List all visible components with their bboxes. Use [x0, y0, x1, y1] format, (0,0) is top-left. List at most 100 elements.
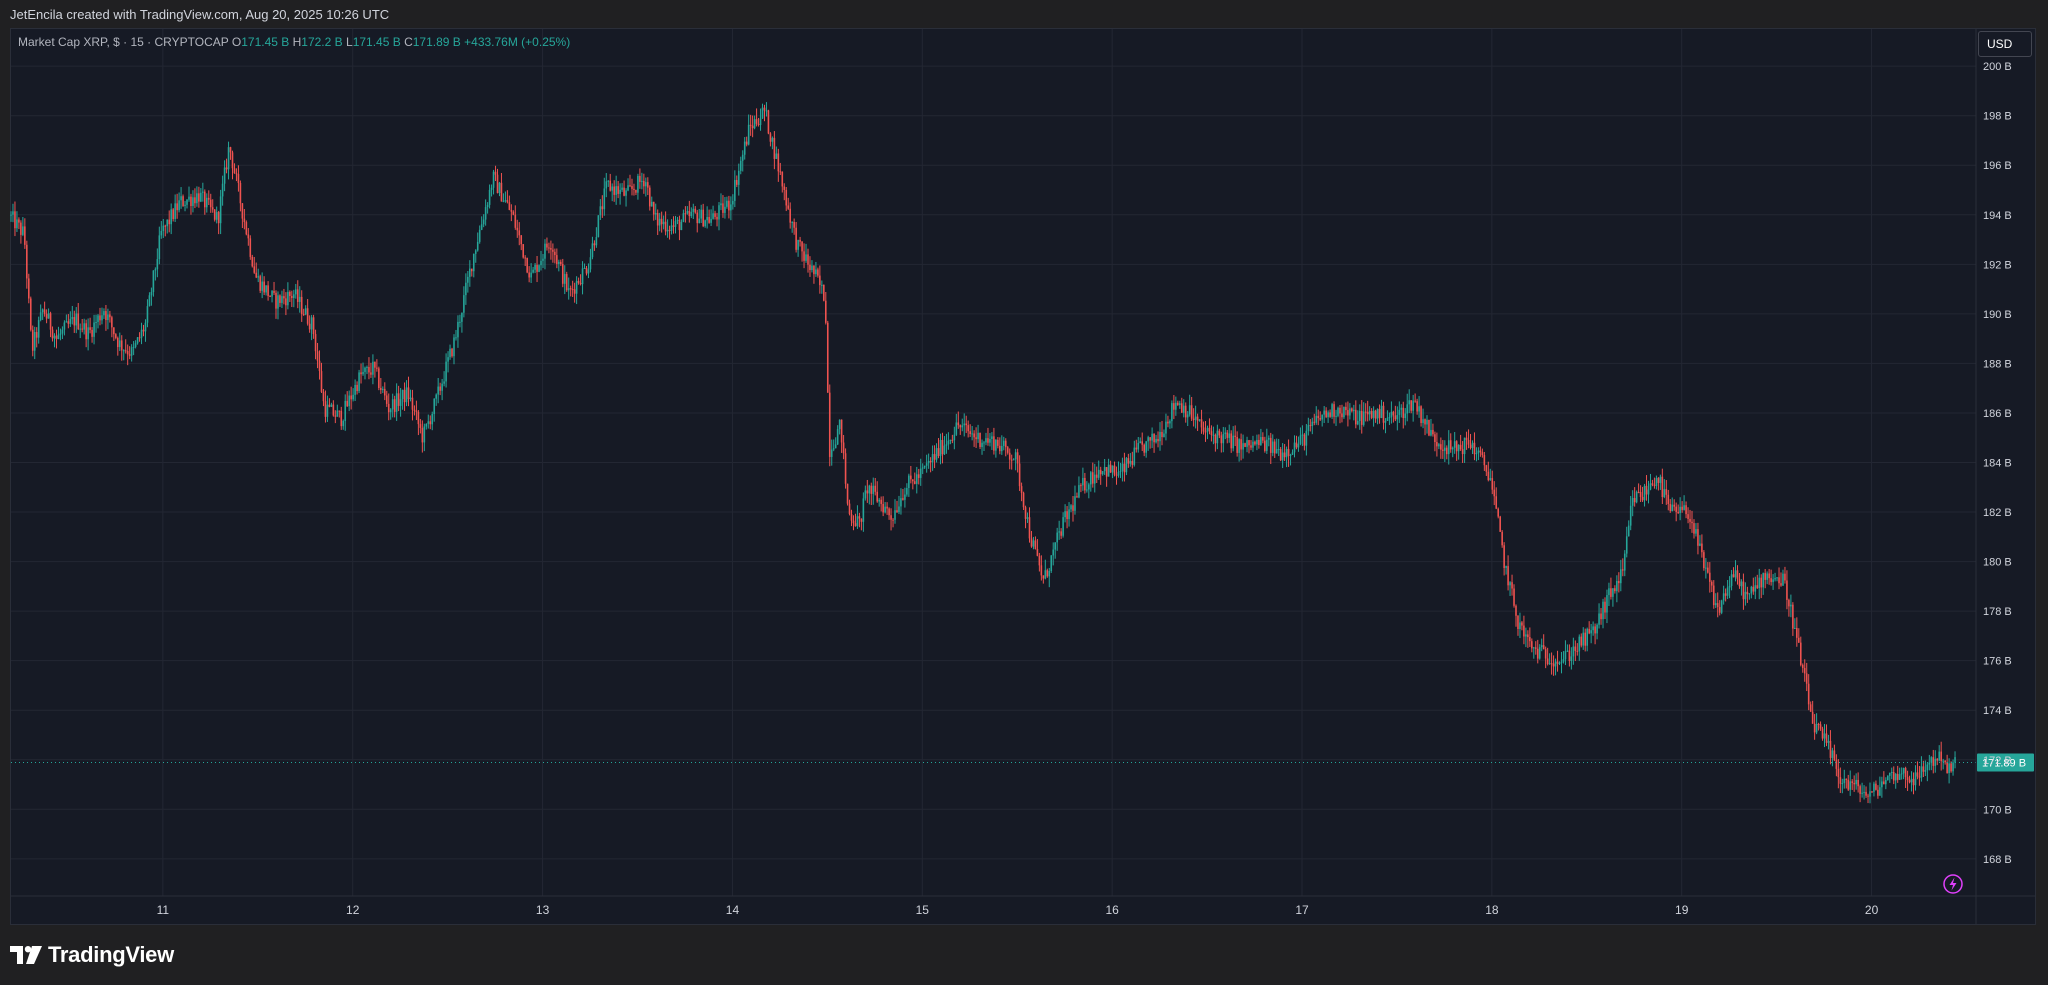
candle: [674, 215, 677, 234]
candle: [1744, 582, 1747, 606]
candle-body: [1368, 411, 1371, 415]
candle: [775, 146, 778, 160]
candle: [1287, 439, 1290, 467]
candle-body: [1604, 601, 1606, 613]
candle: [1574, 640, 1577, 662]
candle-body: [538, 265, 540, 272]
candle-body: [18, 219, 20, 223]
candle-body: [1234, 435, 1236, 437]
candle-body: [688, 210, 691, 217]
candle-body: [1442, 449, 1444, 451]
candle: [330, 402, 333, 407]
candle: [1584, 628, 1587, 652]
candle-body: [686, 210, 689, 214]
candle-body: [817, 269, 819, 276]
candle-body: [508, 202, 511, 210]
chart-frame[interactable]: [10, 28, 2036, 925]
candle: [1762, 572, 1765, 595]
candle: [1738, 572, 1741, 589]
candle: [1014, 448, 1017, 471]
candle-body: [963, 423, 966, 426]
candle: [1519, 612, 1521, 639]
candle-body: [277, 295, 279, 309]
candle: [1380, 399, 1383, 419]
candle: [1026, 512, 1029, 523]
candle-body: [474, 250, 477, 254]
candle-body: [310, 317, 313, 330]
candle: [1740, 579, 1743, 596]
candle-body: [1206, 427, 1209, 432]
candle: [1360, 400, 1363, 434]
tradingview-logo[interactable]: TradingView: [10, 942, 174, 967]
candle: [941, 432, 944, 464]
candle-body: [1459, 444, 1462, 450]
candle-body: [726, 200, 728, 207]
candle-body: [47, 313, 50, 319]
candle: [231, 150, 234, 180]
candle-body: [951, 439, 954, 441]
candle: [389, 408, 392, 420]
candle-body: [342, 420, 345, 427]
icon-layer[interactable]: [1943, 874, 1963, 894]
candle-body: [443, 381, 445, 384]
candle: [943, 436, 946, 456]
candle: [1691, 510, 1693, 533]
candle: [1865, 786, 1867, 798]
candle-body: [346, 400, 349, 407]
candle: [1792, 602, 1794, 636]
candle: [192, 190, 194, 213]
candle: [745, 136, 748, 147]
candle-body: [1315, 415, 1318, 423]
lightning-bolt-circle-icon[interactable]: [1943, 874, 1963, 894]
currency-selector-button[interactable]: USD: [1978, 31, 2032, 57]
candle: [261, 272, 263, 299]
candle: [1689, 509, 1691, 529]
candle-body: [1147, 437, 1149, 442]
candle: [1764, 569, 1766, 589]
candle: [1722, 585, 1725, 605]
candle-body: [1088, 484, 1090, 490]
candle: [1335, 409, 1337, 426]
candle-body: [524, 257, 526, 259]
candle-body: [554, 251, 556, 256]
candle-body: [981, 442, 983, 448]
candle: [947, 432, 950, 450]
candle: [1554, 658, 1557, 676]
candle-body: [1455, 441, 1458, 452]
candle: [372, 354, 374, 385]
candle: [1645, 475, 1648, 501]
candle: [949, 439, 952, 445]
candle: [184, 200, 186, 212]
candle: [1145, 440, 1147, 458]
candle: [826, 320, 829, 393]
candle-body: [445, 361, 447, 382]
candle-body: [1139, 441, 1142, 444]
candle: [1568, 644, 1571, 667]
time-axis-label: 16: [1105, 903, 1119, 917]
candle: [439, 382, 441, 396]
candle-body: [1898, 774, 1901, 780]
candle: [421, 420, 424, 453]
candle: [1859, 784, 1861, 803]
candle-body: [1343, 406, 1345, 418]
candle-body: [1865, 791, 1867, 796]
candle: [969, 424, 971, 437]
candle: [1843, 769, 1846, 789]
candle: [522, 243, 525, 259]
candle-body: [1178, 403, 1181, 405]
candle: [1465, 431, 1468, 450]
candle-body: [736, 180, 738, 185]
candle-body: [552, 249, 554, 252]
candle-body: [164, 225, 167, 227]
candle: [1034, 536, 1037, 550]
candle: [785, 187, 788, 212]
candle: [1147, 435, 1149, 451]
candle: [27, 273, 30, 304]
candle-body: [666, 229, 669, 232]
candle-body: [1875, 783, 1877, 790]
candle-body: [670, 225, 673, 231]
candle-body: [811, 265, 813, 271]
candle-body: [233, 168, 236, 174]
candle-body: [1679, 506, 1681, 513]
